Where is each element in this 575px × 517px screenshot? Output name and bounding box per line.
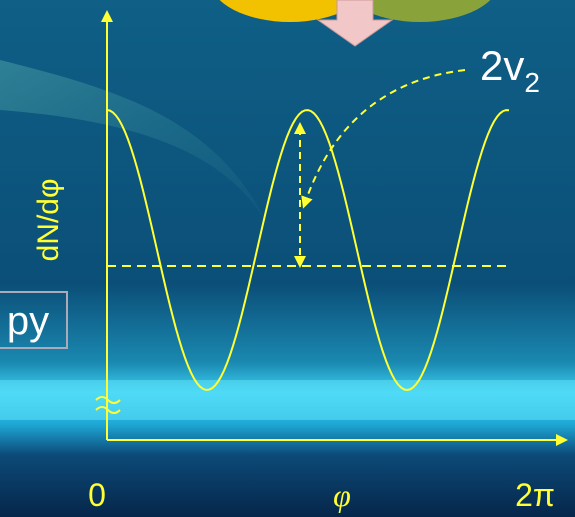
box-text: py (7, 299, 49, 343)
annotation-text: 2v (480, 42, 524, 89)
annotation-subscript: 2 (524, 67, 540, 98)
slide: 2v2 dN/dφ py 0 φ 2π (0, 0, 575, 517)
x-middle-label: φ (333, 477, 351, 513)
x-start-label: 0 (88, 477, 106, 513)
highlight-band (0, 380, 575, 420)
y-axis-label: dN/dφ (32, 179, 65, 262)
x-end-label: 2π (515, 477, 555, 513)
